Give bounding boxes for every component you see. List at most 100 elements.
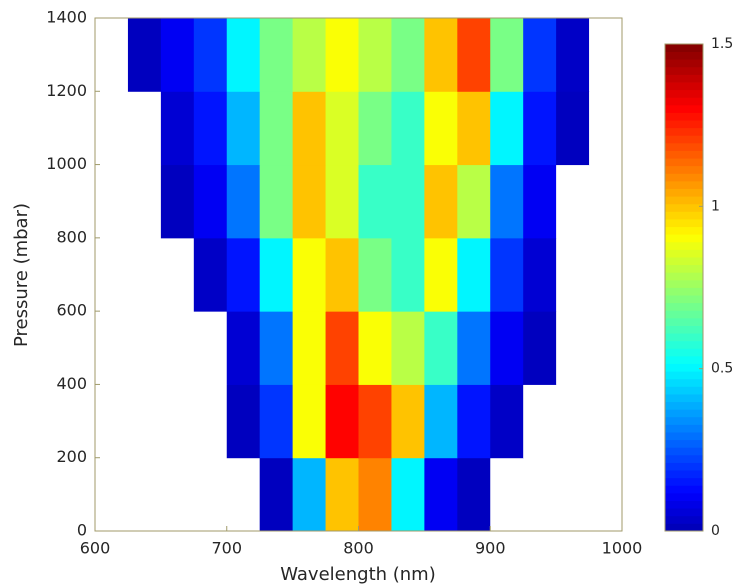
heat-cell	[556, 384, 590, 459]
heat-cell	[259, 237, 294, 312]
heat-cell	[391, 164, 425, 239]
heat-cell	[556, 457, 590, 532]
heat-cell	[358, 457, 392, 532]
heat-cell	[226, 384, 261, 459]
colorbar-swatch	[665, 439, 703, 448]
heat-cell	[95, 237, 129, 312]
colorbar-tick-label: 1.5	[711, 36, 733, 52]
colorbar-swatch	[665, 142, 703, 151]
colorbar-swatch	[665, 523, 703, 532]
colorbar-swatch	[665, 196, 703, 205]
heat-cell	[556, 164, 590, 239]
heat-cell	[457, 164, 491, 239]
colorbar-swatch	[665, 515, 703, 524]
colorbar-swatch	[665, 302, 703, 311]
heat-cell	[325, 457, 359, 532]
heat-cell	[556, 237, 590, 312]
heat-cell	[457, 457, 491, 532]
heat-cell	[226, 311, 261, 385]
x-tick-label: 1000	[602, 539, 643, 558]
colorbar-swatch	[665, 325, 703, 334]
heat-cell	[292, 457, 327, 532]
heat-cell	[325, 91, 359, 166]
heat-cell	[226, 18, 261, 92]
heat-cell	[358, 164, 392, 239]
colorbar-swatch	[665, 97, 703, 106]
colorbar-swatch	[665, 394, 703, 403]
heat-cell	[358, 237, 392, 312]
colorbar-swatch	[665, 211, 703, 220]
heat-cell	[523, 164, 557, 239]
colorbar-swatch	[665, 51, 703, 60]
heat-cell	[424, 237, 458, 312]
colorbar-swatch	[665, 424, 703, 433]
colorbar-swatch	[665, 348, 703, 357]
heat-cell	[457, 311, 491, 385]
heat-cell	[226, 91, 261, 166]
colorbar-swatch	[665, 257, 703, 266]
heat-cell	[160, 164, 195, 239]
heat-cell	[160, 311, 195, 385]
heat-cell	[490, 164, 524, 239]
heat-cell	[226, 237, 261, 312]
colorbar-swatch	[665, 112, 703, 121]
colorbar-swatch	[665, 454, 703, 463]
heat-cell	[523, 91, 557, 166]
y-tick-label: 600	[56, 301, 87, 320]
heat-cell	[193, 164, 228, 239]
heat-cell	[391, 18, 425, 92]
colorbar-swatch	[665, 310, 703, 319]
heat-cell	[95, 384, 129, 459]
heat-cell	[95, 457, 129, 532]
x-tick-label: 700	[211, 539, 242, 558]
heat-cell	[325, 311, 359, 385]
x-tick-label: 600	[80, 539, 111, 558]
heat-cell	[160, 18, 195, 92]
heat-cell	[193, 311, 228, 385]
colorbar-swatch	[665, 287, 703, 296]
y-tick-label: 400	[56, 374, 87, 393]
heat-cell	[160, 457, 195, 532]
heat-cell	[259, 164, 294, 239]
heat-cell	[259, 384, 294, 459]
colorbar-swatch	[665, 401, 703, 410]
colorbar-swatch	[665, 462, 703, 471]
colorbar-swatch	[665, 416, 703, 425]
heat-cell	[556, 311, 590, 385]
heat-cell	[523, 311, 557, 385]
colorbar-tick-label: 0	[711, 523, 720, 539]
colorbar-tick-label: 0.5	[711, 361, 733, 377]
colorbar-swatch	[665, 165, 703, 174]
heat-cell	[589, 164, 623, 239]
colorbar-swatch	[665, 477, 703, 486]
colorbar-swatch	[665, 89, 703, 98]
heat-cell	[358, 91, 392, 166]
colorbar-swatch	[665, 104, 703, 113]
heat-cell	[292, 91, 327, 166]
colorbar-swatch	[665, 386, 703, 395]
colorbar-swatch	[665, 74, 703, 83]
heat-cell	[490, 91, 524, 166]
heat-cell	[490, 18, 524, 92]
heatmap	[95, 18, 623, 532]
heat-cell	[523, 18, 557, 92]
heat-cell	[259, 311, 294, 385]
heat-cell	[490, 237, 524, 312]
heat-cell	[457, 384, 491, 459]
heat-cell	[424, 18, 458, 92]
colorbar-swatch	[665, 120, 703, 129]
colorbar-frame	[664, 43, 704, 532]
heat-cell	[127, 18, 162, 92]
colorbar-swatch	[665, 264, 703, 273]
x-tick-label: 800	[343, 539, 374, 558]
heat-cell	[127, 164, 162, 239]
heat-cell	[424, 457, 458, 532]
heat-cell	[457, 18, 491, 92]
colorbar-tick-label: 1	[711, 198, 720, 214]
heat-cell	[523, 457, 557, 532]
heat-cell	[589, 384, 623, 459]
colorbar-swatch	[665, 340, 703, 349]
colorbar-swatch	[665, 363, 703, 372]
colorbar-swatch	[665, 66, 703, 75]
